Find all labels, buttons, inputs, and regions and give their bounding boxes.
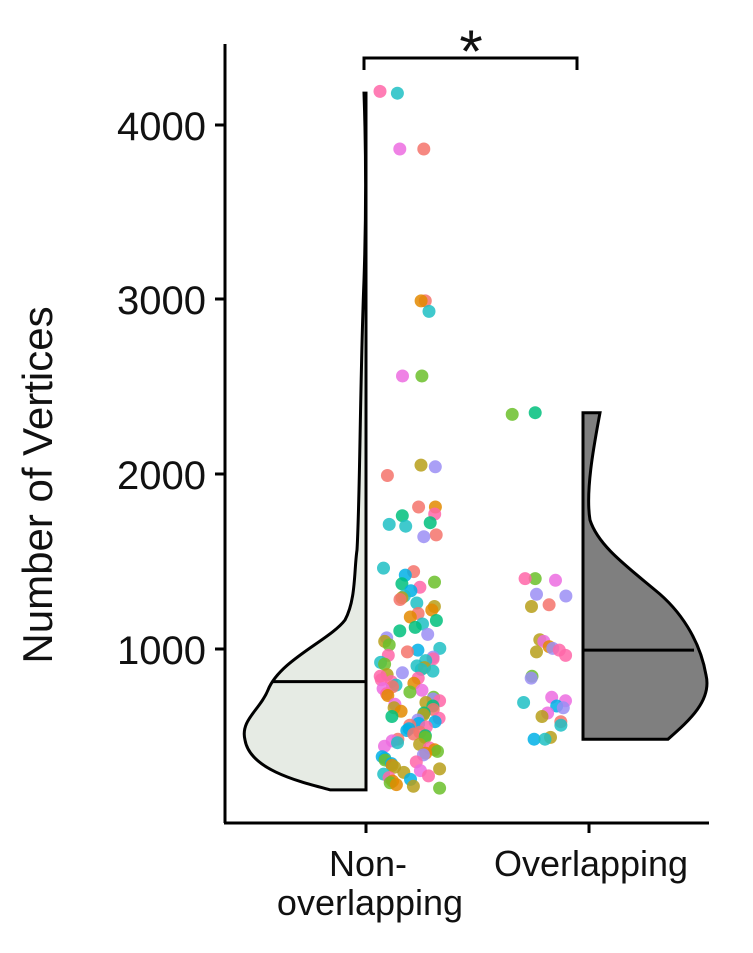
data-point — [373, 84, 387, 98]
data-point — [377, 561, 390, 575]
y-tick-label: 2000 — [117, 454, 206, 498]
data-point — [382, 638, 396, 652]
y-tick-label: 3000 — [117, 279, 206, 323]
data-point — [559, 589, 573, 603]
data-point — [422, 769, 435, 783]
data-point — [391, 736, 404, 750]
data-point — [530, 587, 543, 601]
data-point — [393, 593, 407, 606]
data-point — [542, 598, 556, 612]
data-point — [406, 779, 420, 793]
data-point — [395, 509, 409, 523]
significance-bracket: * — [362, 18, 579, 85]
data-point — [524, 671, 538, 685]
y-axis-label: Number of Vertices — [14, 306, 61, 663]
data-point — [421, 627, 435, 641]
data-point — [412, 500, 426, 514]
data-point — [535, 710, 549, 723]
data-point — [422, 304, 436, 318]
data-point — [410, 596, 424, 610]
significance-star: * — [459, 18, 482, 85]
data-point — [417, 530, 431, 544]
data-point — [393, 624, 407, 638]
data-point — [415, 369, 429, 383]
data-point — [396, 369, 409, 383]
data-point — [423, 516, 437, 530]
data-point — [428, 575, 441, 589]
x-tick-label: Non- — [329, 843, 407, 884]
data-point — [538, 732, 552, 746]
data-point — [528, 406, 542, 420]
data-point — [556, 701, 570, 715]
jitter-points — [373, 84, 573, 795]
data-point — [527, 732, 541, 746]
data-point — [378, 657, 392, 671]
data-point — [554, 718, 568, 732]
data-point — [414, 458, 428, 472]
data-point — [429, 614, 443, 627]
violins — [242, 91, 709, 792]
data-point — [407, 727, 421, 741]
x-tick-label: Overlapping — [494, 843, 688, 884]
data-point — [530, 645, 543, 659]
data-point — [393, 142, 407, 156]
data-point — [389, 778, 403, 792]
data-point — [549, 573, 562, 587]
data-point — [380, 469, 394, 482]
data-point — [428, 460, 442, 474]
data-point — [429, 528, 443, 542]
data-point — [431, 744, 444, 758]
data-point — [414, 294, 428, 308]
y-tick-label: 1000 — [117, 629, 206, 673]
data-point — [518, 572, 532, 586]
data-point — [411, 643, 425, 657]
data-point — [400, 645, 414, 659]
data-point — [433, 781, 447, 795]
data-point — [528, 572, 542, 586]
data-point — [385, 710, 399, 723]
data-point — [425, 603, 439, 617]
data-point — [426, 664, 440, 678]
data-point — [378, 739, 391, 753]
bracket-line — [362, 56, 579, 70]
data-point — [395, 577, 409, 591]
data-point — [381, 689, 395, 702]
data-point — [525, 600, 538, 613]
data-point — [395, 666, 409, 680]
data-point — [390, 86, 404, 100]
data-point — [559, 648, 573, 662]
data-point — [382, 517, 396, 531]
y-tick-label: 4000 — [117, 105, 206, 149]
axes: 1000 2000 3000 4000 Non- overlapping Ove… — [14, 44, 709, 923]
data-point — [417, 142, 431, 156]
data-point — [408, 620, 422, 634]
x-tick-label: overlapping — [277, 882, 463, 923]
data-point — [433, 762, 447, 776]
data-point — [403, 610, 417, 624]
data-point — [415, 683, 429, 697]
data-point — [517, 696, 531, 709]
data-point — [399, 519, 413, 533]
violin-non-overlapping — [242, 91, 368, 792]
data-point — [505, 407, 519, 421]
data-point — [403, 685, 417, 699]
violin-overlapping — [581, 411, 709, 741]
